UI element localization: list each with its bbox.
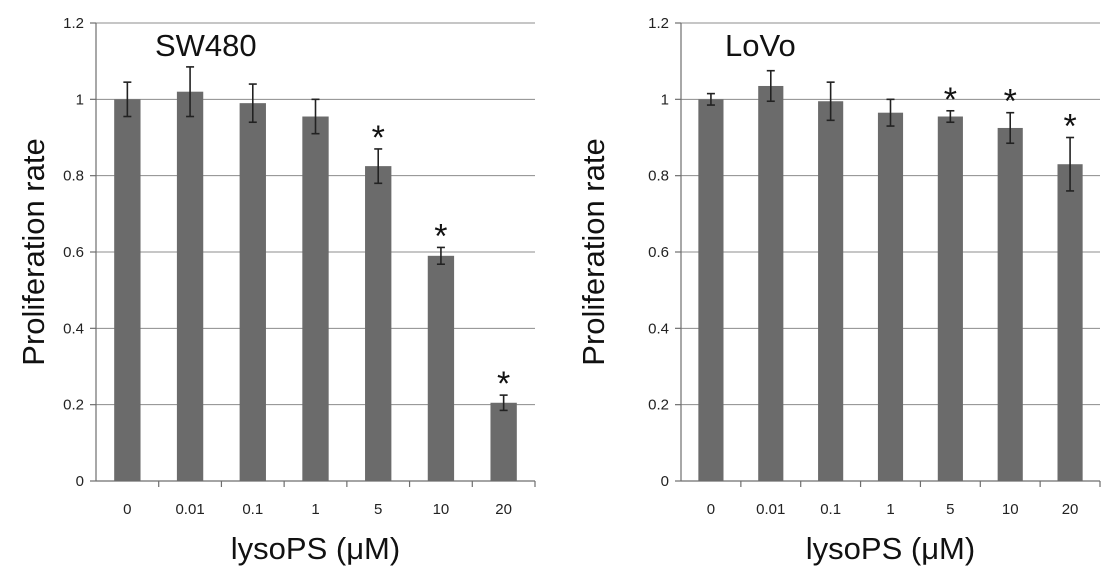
significance-marker: * xyxy=(434,217,447,255)
y-tick-label: 1.2 xyxy=(63,15,84,32)
x-tick-label: 10 xyxy=(1002,501,1019,518)
bar-0.01 xyxy=(758,85,784,481)
y-tick-label: 0.4 xyxy=(648,320,669,337)
y-tick-label: 0.4 xyxy=(63,320,84,337)
bar-0.1 xyxy=(239,103,266,482)
y-tick-label: 0.2 xyxy=(63,397,84,414)
y-tick-label: 1 xyxy=(661,91,669,108)
chart-sw480: 0 0.2 0.4 0.6 0.8 1 1.2 0 0.01 0.1 1 5 * 10 * 20 * SW480 P… xyxy=(16,15,536,566)
significance-marker: * xyxy=(944,81,957,119)
x-tick-label: 0 xyxy=(707,501,715,518)
bar-1 xyxy=(302,116,329,481)
significance-marker: * xyxy=(372,119,385,157)
x-tick-label: 0.1 xyxy=(820,501,841,518)
y-tick-label: 0.6 xyxy=(648,244,669,261)
x-axis-label: lysoPS (μM) xyxy=(806,531,975,566)
significance-marker: * xyxy=(1063,108,1076,146)
y-axis-label: Proliferation rate xyxy=(576,138,611,365)
bar-10 xyxy=(427,255,455,481)
x-axis-label: lysoPS (μM) xyxy=(231,531,400,566)
x-tick-label: 5 xyxy=(374,501,382,518)
bar-20 xyxy=(490,402,517,481)
bar-0.01 xyxy=(176,91,204,481)
x-tick-label: 10 xyxy=(433,501,450,518)
x-tick-label: 0 xyxy=(123,501,131,518)
bar-5 xyxy=(937,116,963,481)
y-tick-label: 0 xyxy=(661,473,669,490)
y-tick-label: 0.8 xyxy=(63,168,84,185)
chart-title: LoVo xyxy=(725,28,796,63)
x-tick-label: 0.01 xyxy=(756,501,785,518)
bar-10 xyxy=(997,127,1023,481)
y-axis-label: Proliferation rate xyxy=(16,138,51,365)
y-tick-label: 0.8 xyxy=(648,168,669,185)
significance-marker: * xyxy=(497,365,510,403)
y-tick-label: 0 xyxy=(76,473,84,490)
bar-1 xyxy=(877,112,904,482)
x-tick-label: 1 xyxy=(311,501,319,518)
bar-20 xyxy=(1057,164,1083,481)
chart-title: SW480 xyxy=(155,28,257,63)
bar-0 xyxy=(698,99,724,481)
x-tick-label: 0.1 xyxy=(242,501,263,518)
bar-0.1 xyxy=(818,101,844,481)
x-tick-label: 1 xyxy=(886,501,894,518)
x-tick-label: 5 xyxy=(946,501,954,518)
y-tick-label: 0.2 xyxy=(648,397,669,414)
y-tick-label: 1.2 xyxy=(648,15,669,32)
bar-0 xyxy=(114,99,141,481)
x-tick-label: 20 xyxy=(1062,501,1079,518)
x-tick-label: 0.01 xyxy=(175,501,204,518)
y-tick-label: 1 xyxy=(76,91,84,108)
chart-lovo: 0 0.2 0.4 0.6 0.8 1 1.2 0 0.01 0.1 1 5 * 10 * 20 * LoVo Pr… xyxy=(576,15,1101,566)
y-tick-label: 0.6 xyxy=(63,244,84,261)
x-tick-label: 20 xyxy=(495,501,512,518)
significance-marker: * xyxy=(1004,83,1017,121)
bar-5 xyxy=(365,166,392,481)
